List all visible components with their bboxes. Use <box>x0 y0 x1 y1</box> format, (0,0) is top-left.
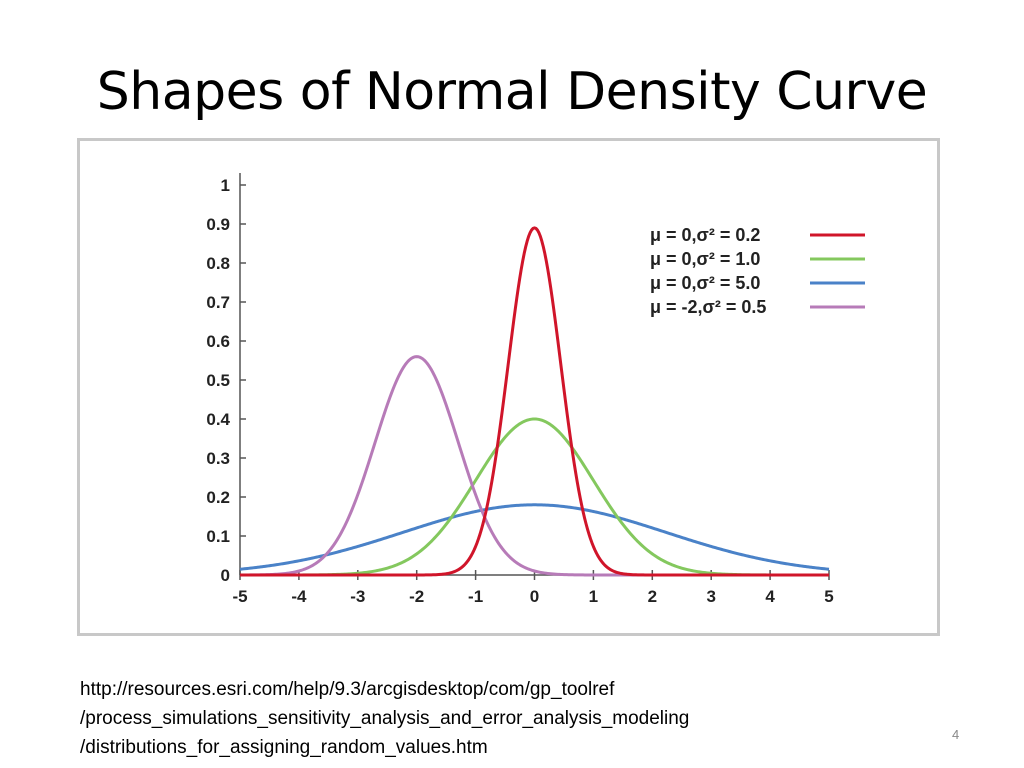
x-tick-label-0: -5 <box>232 587 247 606</box>
slide-title: Shapes of Normal Density Curve <box>96 62 928 122</box>
legend-label-0: μ = 0,σ² = 0.2 <box>650 225 760 245</box>
legend-label-1: μ = 0,σ² = 1.0 <box>650 249 760 269</box>
source-citation: http://resources.esri.com/help/9.3/arcgi… <box>80 675 689 762</box>
legend-label-3: μ = -2,σ² = 0.5 <box>650 297 766 317</box>
source-line-3: /distributions_for_assigning_random_valu… <box>80 737 488 758</box>
page-number: 4 <box>952 727 960 742</box>
y-tick-label-2: 0.2 <box>206 488 230 507</box>
x-tick-label-6: 1 <box>589 587 598 606</box>
y-tick-label-10: 1 <box>221 176 230 195</box>
x-tick-label-3: -2 <box>409 587 424 606</box>
x-tick-label-2: -3 <box>350 587 365 606</box>
y-tick-label-1: 0.1 <box>206 527 230 546</box>
y-tick-label-4: 0.4 <box>206 410 230 429</box>
y-tick-label-9: 0.9 <box>206 215 230 234</box>
y-tick-label-0: 0 <box>221 566 230 585</box>
series-line-0 <box>239 226 830 577</box>
x-tick-label-4: -1 <box>468 587 483 606</box>
y-tick-label-6: 0.6 <box>206 332 230 351</box>
legend-label-2: μ = 0,σ² = 5.0 <box>650 273 760 293</box>
x-tick-label-5: 0 <box>530 587 539 606</box>
x-tick-label-10: 5 <box>824 587 833 606</box>
x-tick-label-7: 2 <box>648 587 657 606</box>
x-tick-label-9: 4 <box>765 587 775 606</box>
y-tick-label-7: 0.7 <box>206 293 230 312</box>
source-line-2: /process_simulations_sensitivity_analysi… <box>80 708 690 729</box>
source-line-1: http://resources.esri.com/help/9.3/arcgi… <box>80 679 615 700</box>
chart-figure: -5 -4 -3 -2 -1 0 1 2 3 4 5 0 0.1 0.2 0.3 0.4 0.5 0.6 0.7 0.… <box>77 138 940 636</box>
series-line-2 <box>239 503 830 571</box>
y-tick-label-8: 0.8 <box>206 254 230 273</box>
normal-density-chart: -5 -4 -3 -2 -1 0 1 2 3 4 5 0 0.1 0.2 0.3 0.4 0.5 0.6 0.7 0.… <box>206 173 865 606</box>
y-tick-label-5: 0.5 <box>206 371 230 390</box>
series-line-3 <box>239 355 830 577</box>
x-tick-label-8: 3 <box>706 587 715 606</box>
y-tick-label-3: 0.3 <box>206 449 230 468</box>
x-tick-label-1: -4 <box>291 587 307 606</box>
